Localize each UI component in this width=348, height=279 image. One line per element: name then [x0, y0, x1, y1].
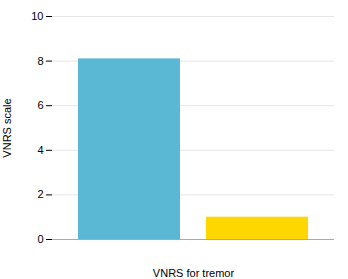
svg-text:VNRS for tremor: VNRS for tremor [153, 267, 235, 279]
svg-text:2: 2 [37, 188, 43, 200]
svg-text:8: 8 [37, 55, 43, 67]
svg-text:0: 0 [37, 233, 43, 245]
svg-text:6: 6 [37, 99, 43, 111]
svg-text:4: 4 [37, 144, 43, 156]
svg-text:VNRS scale: VNRS scale [1, 98, 13, 157]
svg-text:10: 10 [31, 10, 43, 22]
